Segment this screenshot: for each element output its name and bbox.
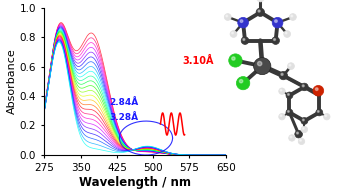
- Circle shape: [286, 109, 293, 116]
- Circle shape: [289, 135, 295, 141]
- Text: 3.10Å: 3.10Å: [182, 56, 214, 66]
- Circle shape: [274, 39, 275, 40]
- Circle shape: [300, 140, 301, 141]
- Circle shape: [240, 20, 243, 22]
- Circle shape: [325, 115, 327, 117]
- Circle shape: [232, 32, 233, 34]
- Circle shape: [288, 63, 294, 70]
- Circle shape: [279, 113, 285, 120]
- Circle shape: [254, 58, 271, 75]
- Circle shape: [272, 17, 283, 28]
- Circle shape: [241, 37, 249, 44]
- Circle shape: [297, 132, 299, 134]
- Circle shape: [301, 83, 308, 91]
- Circle shape: [303, 128, 304, 129]
- Circle shape: [238, 17, 248, 28]
- Circle shape: [256, 0, 264, 2]
- Circle shape: [256, 8, 265, 16]
- Circle shape: [286, 92, 293, 99]
- Circle shape: [298, 138, 305, 145]
- Circle shape: [243, 39, 245, 40]
- Circle shape: [288, 94, 289, 95]
- Circle shape: [232, 57, 235, 60]
- X-axis label: Wavelength / nm: Wavelength / nm: [79, 176, 191, 189]
- Circle shape: [281, 73, 283, 75]
- Circle shape: [324, 113, 330, 120]
- Circle shape: [226, 15, 227, 17]
- Circle shape: [258, 10, 260, 12]
- Circle shape: [284, 31, 291, 37]
- Circle shape: [295, 130, 302, 138]
- Circle shape: [236, 77, 250, 90]
- Text: 2.84Å: 2.84Å: [110, 98, 139, 107]
- Circle shape: [291, 15, 293, 17]
- Circle shape: [290, 136, 292, 138]
- Circle shape: [289, 64, 291, 66]
- Circle shape: [313, 85, 324, 96]
- Circle shape: [280, 89, 282, 91]
- Circle shape: [315, 88, 318, 91]
- Circle shape: [316, 109, 323, 116]
- Y-axis label: Absorbance: Absorbance: [7, 48, 17, 114]
- Circle shape: [239, 80, 243, 83]
- Circle shape: [301, 126, 308, 133]
- Circle shape: [224, 14, 231, 20]
- Circle shape: [279, 88, 285, 94]
- Text: 3.28Å: 3.28Å: [110, 113, 139, 122]
- Circle shape: [302, 119, 304, 121]
- Circle shape: [275, 20, 277, 22]
- Circle shape: [317, 111, 319, 112]
- Circle shape: [285, 32, 287, 34]
- Circle shape: [289, 14, 296, 20]
- Circle shape: [279, 71, 288, 80]
- Circle shape: [302, 85, 304, 87]
- Circle shape: [288, 111, 289, 112]
- Circle shape: [229, 54, 242, 67]
- Circle shape: [272, 37, 279, 44]
- Circle shape: [230, 31, 237, 37]
- Circle shape: [258, 61, 262, 66]
- Circle shape: [301, 118, 308, 124]
- Circle shape: [280, 115, 282, 117]
